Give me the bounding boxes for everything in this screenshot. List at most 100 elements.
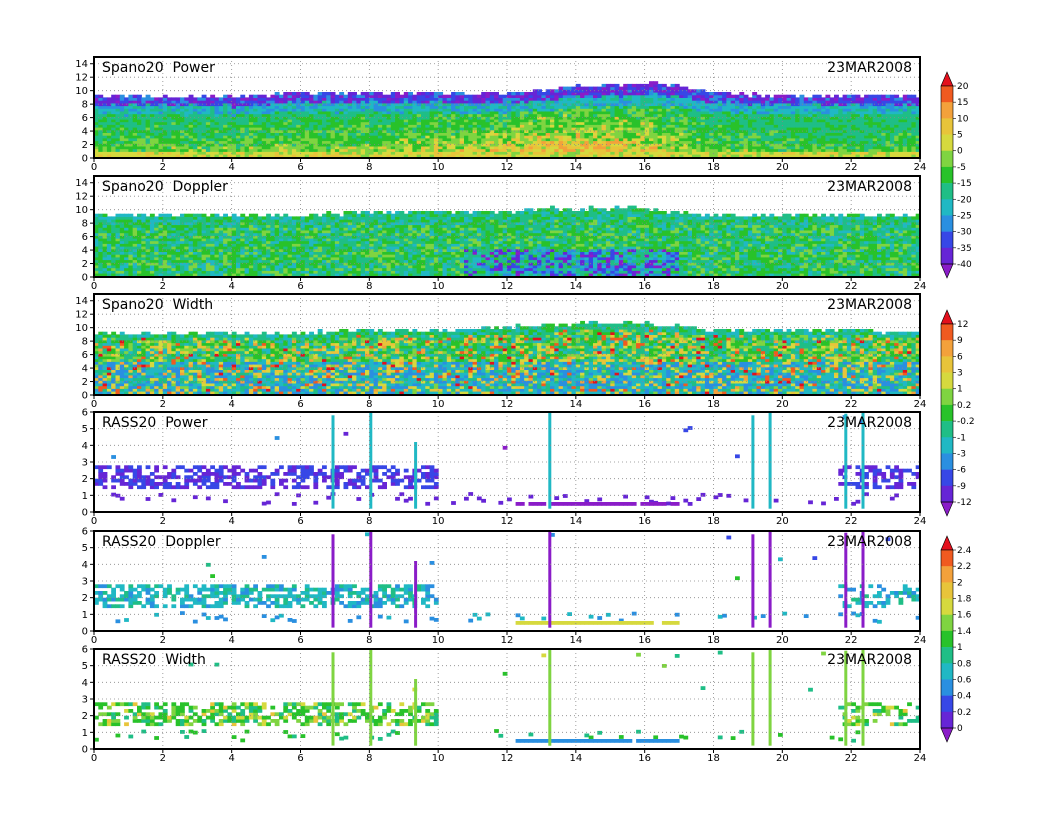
x-tick-label: 24 (914, 635, 927, 646)
colorbar-swatch (941, 485, 953, 503)
colorbar-swatch (941, 372, 953, 390)
x-tick-label: 22 (845, 753, 858, 764)
x-tick-label: 4 (228, 162, 234, 173)
x-tick-label: 20 (776, 635, 789, 646)
y-tick-label: 12 (75, 73, 88, 84)
colorbar-swatch (941, 166, 953, 184)
x-tick-label: 12 (501, 162, 514, 173)
y-tick-label: 0 (82, 154, 88, 165)
colorbar-label: 0.8 (957, 659, 972, 669)
x-tick-label: 2 (160, 753, 166, 764)
x-tick-label: 20 (776, 399, 789, 410)
y-tick-label: 6 (82, 408, 88, 419)
vertical-streak (751, 652, 755, 746)
x-tick-label: 22 (845, 399, 858, 410)
x-tick-label: 6 (297, 162, 303, 173)
y-tick-label: 12 (75, 310, 88, 321)
colorbar-label: 0.6 (957, 675, 972, 685)
vertical-streak (751, 415, 755, 509)
x-tick-label: 10 (432, 281, 445, 292)
x-tick-label: 24 (914, 516, 927, 527)
panel-date: 23MAR2008 (827, 60, 912, 76)
colorbar-swatch (941, 102, 953, 119)
x-tick-label: 10 (432, 162, 445, 173)
x-tick-label: 6 (297, 281, 303, 292)
x-tick-label: 10 (432, 516, 445, 527)
colorbar-swatch (941, 356, 953, 373)
colorbar-label: -0.2 (957, 417, 975, 427)
y-tick-label: 10 (75, 205, 88, 216)
vertical-streak (369, 531, 373, 628)
grid (94, 649, 920, 749)
panel-date: 23MAR2008 (827, 652, 912, 668)
y-tick-label: 5 (82, 661, 88, 672)
colorbar-top-arrow (940, 309, 954, 325)
x-tick-label: 16 (638, 399, 651, 410)
vertical-streak (414, 442, 418, 509)
x-tick-label: 0 (91, 635, 97, 646)
vertical-streak (548, 531, 552, 628)
vertical-streak (844, 532, 848, 628)
colorbar-swatch (941, 679, 953, 696)
x-tick-label: 2 (160, 281, 166, 292)
x-tick-label: 18 (707, 753, 720, 764)
colorbar-label: -25 (957, 211, 972, 221)
panel-date: 23MAR2008 (827, 534, 912, 550)
x-tick-label: 14 (569, 399, 582, 410)
y-tick-label: 6 (82, 527, 88, 538)
x-tick-label: 22 (845, 516, 858, 527)
colorbar-label: 1.4 (957, 627, 972, 637)
colorbar-label: 1.8 (957, 595, 972, 605)
colorbar-swatch (941, 663, 953, 680)
y-tick-label: 8 (82, 100, 88, 111)
colorbar-label: 0.4 (957, 692, 972, 702)
colorbar-bottom-arrow (940, 727, 954, 743)
x-tick-label: 4 (228, 516, 234, 527)
x-tick-label: 0 (91, 516, 97, 527)
y-tick-label: 6 (82, 113, 88, 124)
heatmap-cells (94, 320, 921, 395)
y-tick-label: 4 (82, 441, 88, 452)
x-tick-label: 10 (432, 635, 445, 646)
x-tick-label: 16 (638, 162, 651, 173)
x-tick-label: 14 (569, 281, 582, 292)
colorbar-swatch (941, 711, 953, 729)
y-tick-label: 5 (82, 543, 88, 554)
colorbar-label: 12 (957, 320, 968, 330)
y-tick-label: 0 (82, 745, 88, 756)
colorbar-label: 20 (957, 82, 969, 92)
x-tick-label: 22 (845, 281, 858, 292)
vertical-streak (861, 412, 865, 509)
colorbar-swatch (941, 598, 953, 616)
y-tick-label: 6 (82, 350, 88, 361)
x-tick-label: 4 (228, 635, 234, 646)
x-tick-label: 2 (160, 516, 166, 527)
colorbar-label: -40 (957, 260, 972, 270)
y-tick-label: 3 (82, 695, 88, 706)
colorbar-label: -35 (957, 244, 972, 254)
x-tick-label: 20 (776, 516, 789, 527)
panel-date: 23MAR2008 (827, 297, 912, 313)
colorbar-swatch (941, 118, 953, 135)
panel-title: Spano20 Doppler (102, 179, 228, 195)
x-tick-label: 24 (914, 281, 927, 292)
colorbar-swatch (941, 340, 953, 357)
y-tick-label: 0 (82, 273, 88, 284)
vertical-streak (844, 413, 848, 509)
vertical-streak (768, 531, 772, 628)
colorbar-swatch (941, 469, 953, 487)
x-tick-label: 8 (366, 399, 372, 410)
colorbar-label: 3 (957, 369, 963, 379)
colorbar-label: -12 (957, 498, 972, 508)
x-tick-label: 2 (160, 399, 166, 410)
vertical-streak (369, 412, 373, 509)
colorbar-swatch (941, 695, 953, 713)
x-tick-label: 8 (366, 162, 372, 173)
vertical-streak (844, 650, 848, 746)
y-tick-label: 2 (82, 593, 88, 604)
